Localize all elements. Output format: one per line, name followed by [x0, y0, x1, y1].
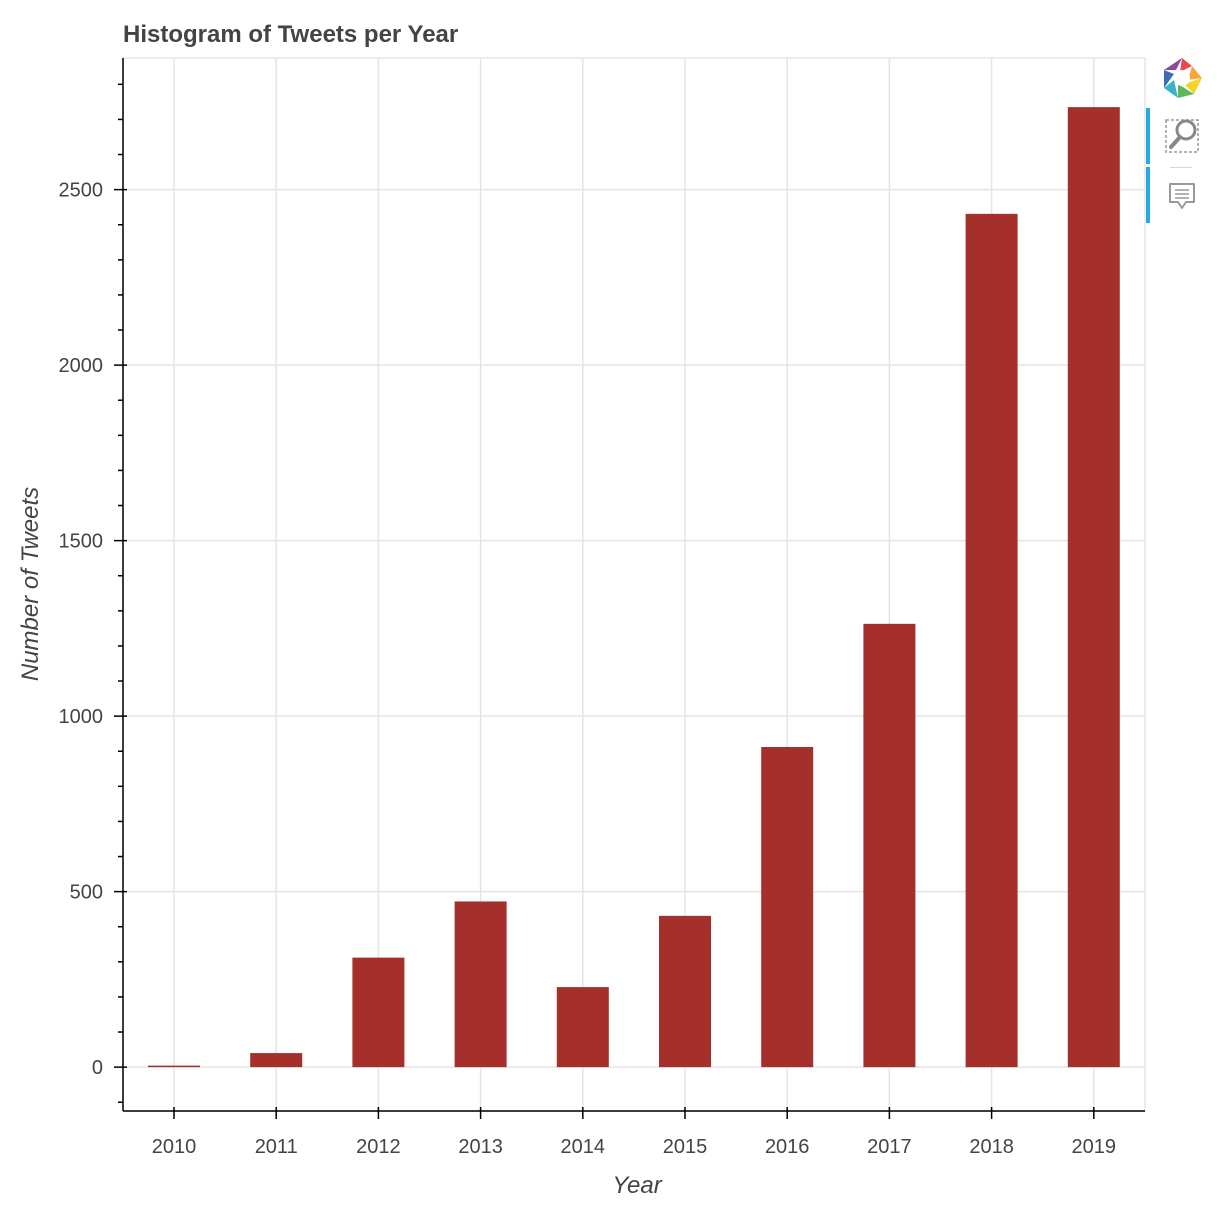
bar-2017 — [863, 623, 916, 1068]
y-axis-label: Number of Tweets — [17, 487, 44, 681]
chart-toolbar — [1140, 52, 1220, 242]
box-zoom-button[interactable] — [1146, 108, 1208, 164]
bars — [148, 107, 1120, 1068]
bar-2016 — [761, 747, 814, 1068]
box-zoom-icon — [1165, 119, 1199, 153]
active-indicator — [1146, 167, 1150, 223]
hover-icon — [1169, 166, 1195, 209]
active-indicator — [1146, 108, 1150, 164]
chart-title: Histogram of Tweets per Year — [123, 21, 458, 48]
bar-2012 — [352, 957, 405, 1068]
x-tick-label: 2013 — [458, 1136, 503, 1158]
bar-2018 — [965, 213, 1018, 1068]
x-tick-label: 2014 — [561, 1136, 606, 1158]
x-tick-label: 2019 — [1072, 1136, 1117, 1158]
axes: 0 500 1000 1500 2000 2500 2010 2011 2012 2013 2014… — [59, 58, 1145, 1158]
bar-2015 — [659, 915, 711, 1068]
x-tick-label: 2015 — [663, 1136, 708, 1158]
bar-2014 — [556, 987, 609, 1068]
x-tick-label: 2018 — [969, 1136, 1014, 1158]
hover-button[interactable] — [1146, 166, 1208, 223]
bar-2011 — [250, 1053, 303, 1068]
y-tick-label: 1500 — [59, 531, 104, 553]
y-tick-label: 2500 — [59, 180, 104, 202]
y-tick-label: 500 — [70, 882, 103, 904]
x-tick-label: 2012 — [356, 1136, 401, 1158]
x-tick-label: 2016 — [765, 1136, 810, 1158]
bokeh-logo-icon — [1164, 58, 1202, 98]
y-tick-label: 1000 — [59, 706, 104, 728]
x-tick-label: 2010 — [152, 1136, 197, 1158]
x-tick-label: 2011 — [255, 1136, 298, 1158]
bokeh-logo[interactable] — [1146, 52, 1208, 108]
x-tick-label: 2017 — [867, 1136, 912, 1158]
x-axis-label: Year — [612, 1172, 662, 1199]
y-tick-label: 0 — [92, 1057, 103, 1079]
bar-2013 — [454, 901, 507, 1068]
bar-2019 — [1067, 107, 1120, 1068]
bar-2010 — [148, 1065, 200, 1068]
y-tick-label: 2000 — [59, 355, 104, 377]
